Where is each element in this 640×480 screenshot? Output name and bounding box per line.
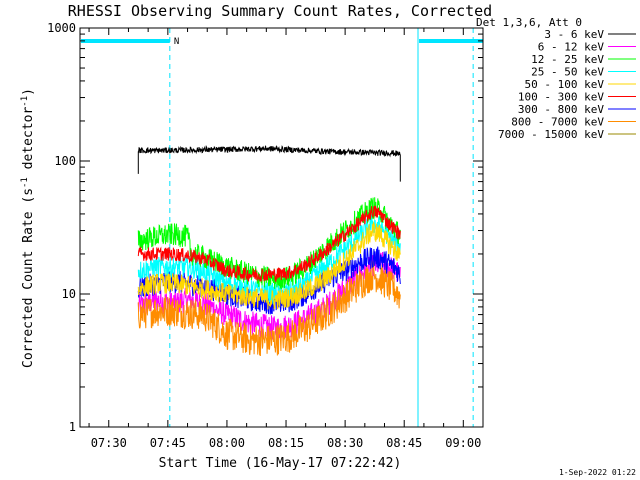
generation-timestamp: 1-Sep-2022 01:22 [559,468,636,477]
plot-frame [80,28,483,427]
x-tick-label: 08:45 [386,436,422,450]
x-axis-label: Start Time (16-May-17 07:22:42) [159,456,402,471]
y-tick-label: 1000 [47,21,76,35]
x-tick-label: 08:15 [268,436,304,450]
x-tick-label: 08:00 [209,436,245,450]
y-axis-label-main: Corrected Count Rate (s [21,188,36,368]
y-axis-label-close: ) [21,88,36,96]
x-tick-label: 08:30 [327,436,363,450]
night-flag-label: N [174,37,179,47]
x-tick-label: 07:30 [91,436,127,450]
legend-label: 12 - 25 keV [531,53,604,66]
legend-label: 800 - 7000 keV [511,116,604,129]
legend-label: 25 - 50 keV [531,66,604,79]
annotation-layer: N [80,28,483,427]
series-line-3-6kev [138,146,400,182]
axis-tick-labels: 07:30 07:45 08:00 08:15 08:30 08:45 09:00 1 10 10… [47,21,481,450]
y-tick-label: 1 [69,420,76,434]
series-layer [138,146,400,356]
legend-label: 300 - 800 keV [518,103,604,116]
y-axis-label-exp1: -1 [20,177,30,188]
axis-ticks [80,28,483,427]
y-tick-label: 100 [54,154,76,168]
x-tick-label: 07:45 [150,436,186,450]
y-tick-label: 10 [62,287,76,301]
legend-label: 6 - 12 keV [538,41,605,54]
y-axis-label-exp2: -1 [20,96,30,107]
y-axis-label-mid: detector [21,107,36,178]
chart-title: RHESSI Observing Summary Count Rates, Co… [68,2,492,20]
legend-label: 3 - 6 keV [544,28,604,41]
legend-label: 7000 - 15000 keV [498,128,604,141]
x-tick-label: 09:00 [445,436,481,450]
legend-label: 50 - 100 keV [525,78,605,91]
y-axis-label: Corrected Count Rate (s-1 detector-1) [20,88,36,368]
legend-label: 100 - 300 keV [518,91,604,104]
